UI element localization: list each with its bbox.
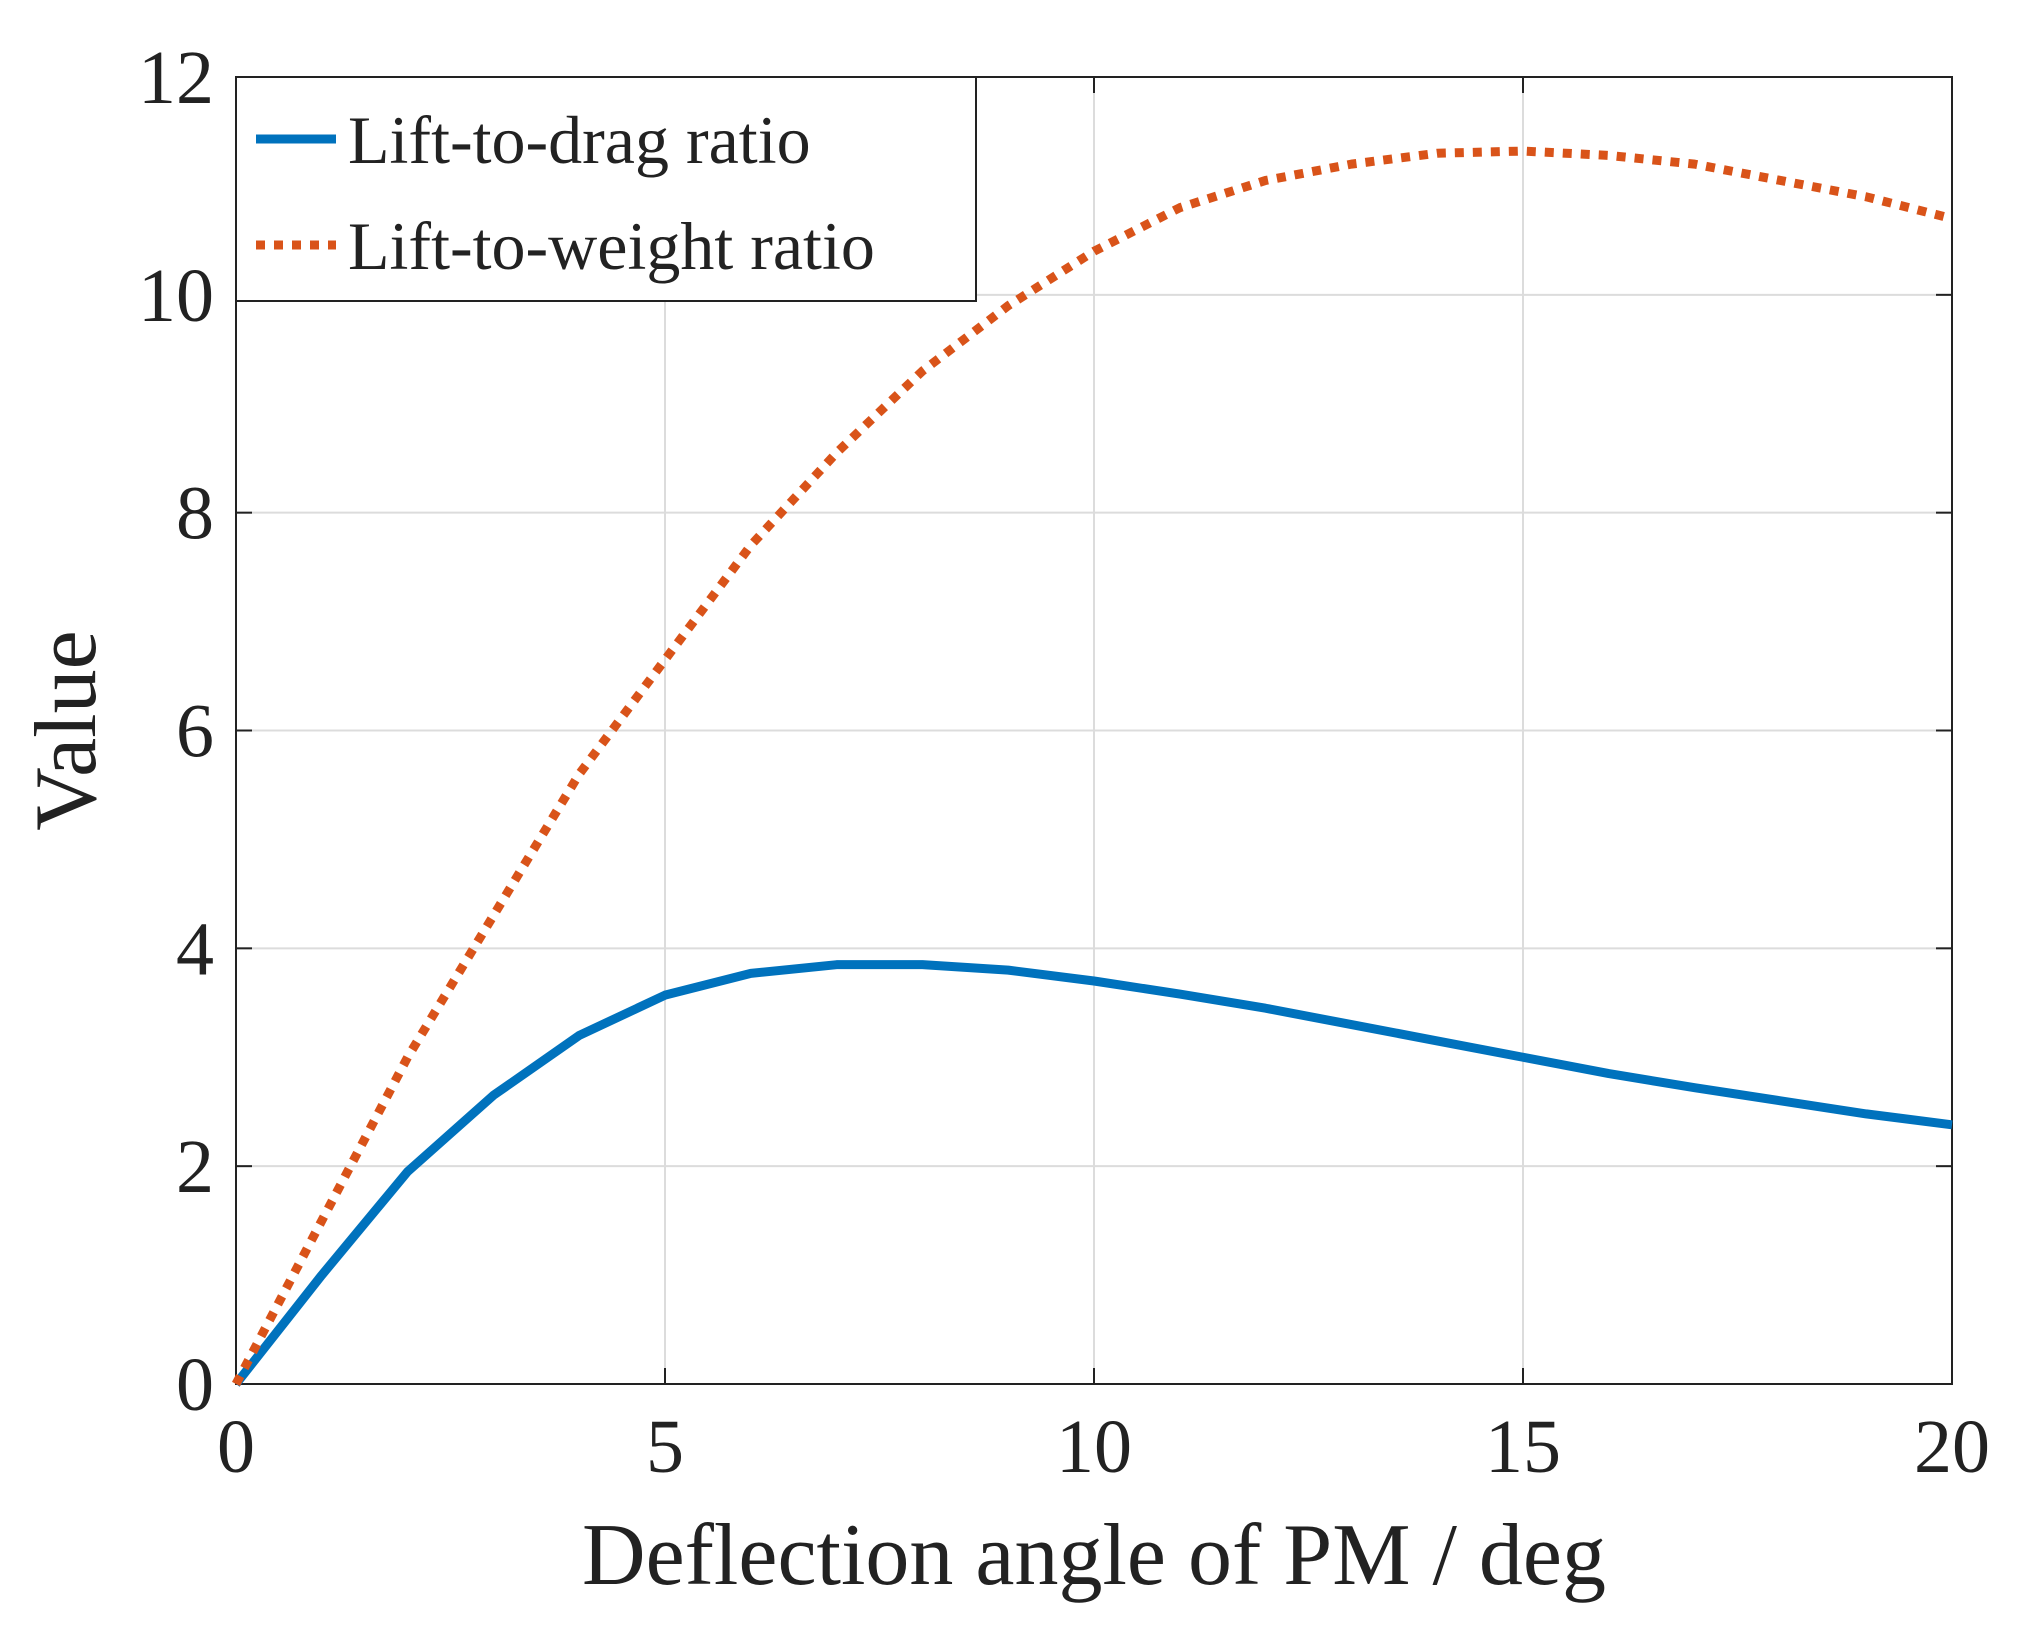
legend-label: Lift-to-drag ratio [348, 102, 811, 178]
y-tick-label: 2 [176, 1125, 214, 1209]
plot-frame [235, 76, 1953, 1385]
y-tick-label: 4 [176, 907, 214, 991]
x-tick-label: 5 [646, 1405, 684, 1489]
y-tick-label: 10 [138, 254, 214, 338]
y-tick-label: 6 [176, 690, 214, 774]
x-tick-label: 0 [217, 1405, 255, 1489]
x-tick-label: 20 [1914, 1405, 1990, 1489]
x-tick-label: 15 [1485, 1405, 1561, 1489]
data-line [232, 146, 1954, 1387]
x-axis-label: Deflection angle of PM / deg [582, 1507, 1606, 1604]
x-tick-label: 10 [1056, 1405, 1132, 1489]
y-axis-label: Value [18, 630, 115, 830]
y-tick-label: 0 [176, 1343, 214, 1427]
y-tick-label: 12 [138, 36, 214, 120]
legend-box [235, 76, 977, 302]
data-line [232, 960, 1953, 1387]
y-tick-label: 8 [176, 472, 214, 556]
legend-label: Lift-to-weight ratio [348, 208, 875, 284]
